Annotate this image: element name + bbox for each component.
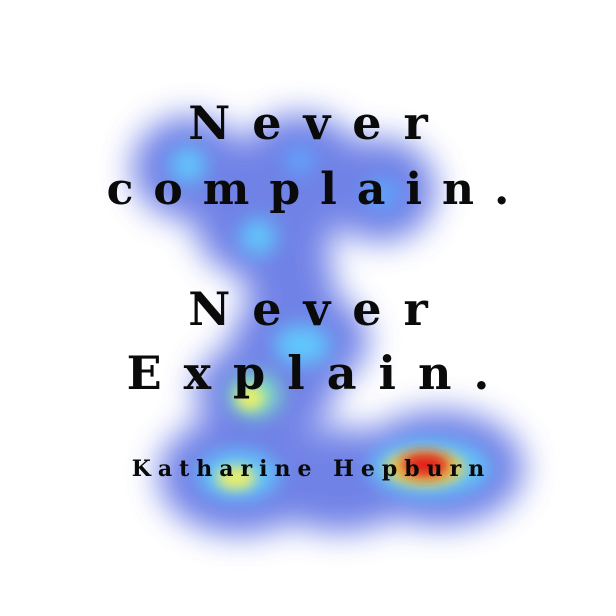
quote-line-explain: Explain. — [126, 346, 512, 400]
quote-line-never-2: Never — [188, 282, 450, 336]
quote-line-complain: complain. — [106, 164, 530, 215]
quote-line-never-1: Never — [188, 96, 450, 150]
heatmap-peak-spot — [401, 453, 449, 477]
quote-author: Katharine Hepburn — [131, 456, 492, 482]
